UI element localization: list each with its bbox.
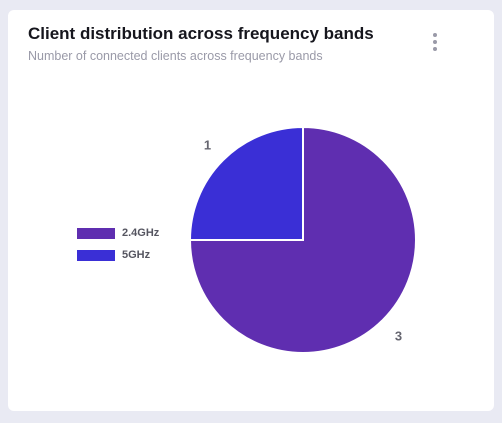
slice-data-label: 1 bbox=[204, 138, 211, 153]
slice-data-label: 3 bbox=[395, 328, 402, 343]
legend-swatch bbox=[77, 227, 115, 239]
pie-slice-5ghz[interactable] bbox=[188, 125, 304, 241]
chart-subtitle: Number of connected clients across frequ… bbox=[28, 49, 323, 63]
chart-legend: 2.4GHz 5GHz bbox=[77, 222, 159, 266]
legend-label: 2.4GHz bbox=[122, 227, 160, 239]
legend-swatch bbox=[77, 249, 115, 261]
legend-label: 5GHz bbox=[122, 249, 151, 261]
more-vertical-icon[interactable] bbox=[426, 30, 444, 54]
legend-item-5ghz[interactable]: 5GHz bbox=[77, 244, 159, 266]
pie-slice-2-4ghz[interactable] bbox=[188, 125, 417, 354]
chart-title: Client distribution across frequency ban… bbox=[28, 24, 374, 43]
legend-item-2-4ghz[interactable]: 2.4GHz bbox=[77, 222, 159, 244]
